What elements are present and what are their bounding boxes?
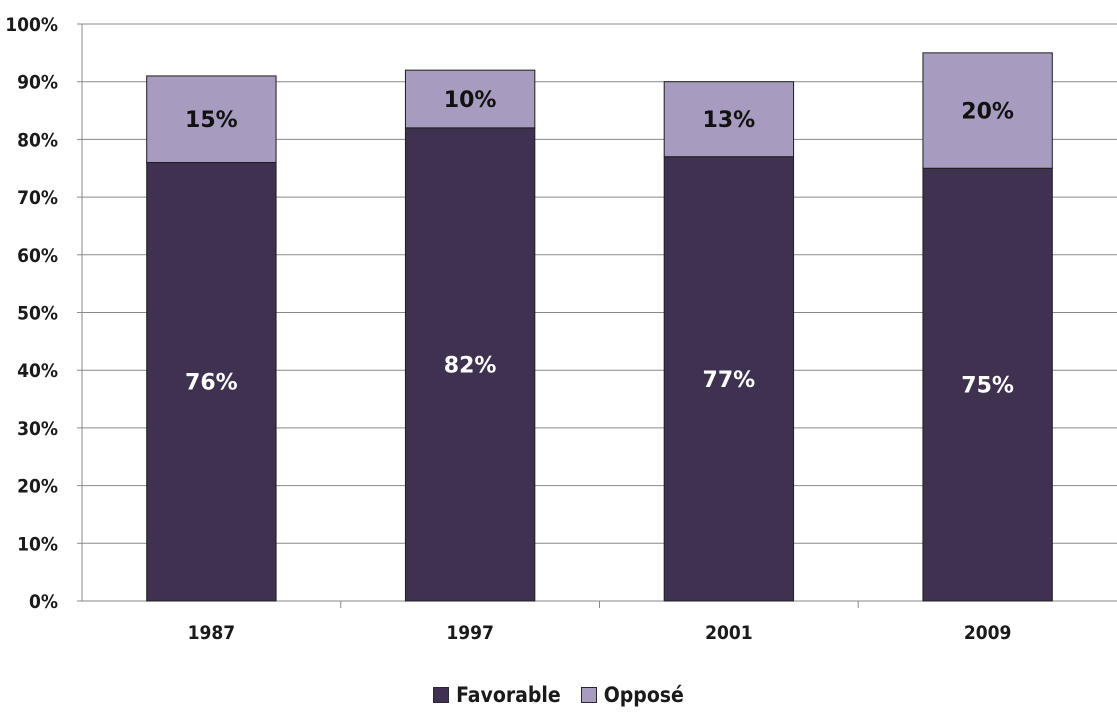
data-label-oppose-1987: 15% bbox=[185, 108, 238, 133]
bar-oppose-2009 bbox=[922, 52, 1053, 169]
legend-label-oppose: Opposé bbox=[603, 683, 684, 707]
chart-plot: 0% 10% 20% 30% 40% 50% 60% 70% 80% 90% 100% 76% 15% 1… bbox=[5, 14, 1117, 644]
data-label-favorable-2009: 75% bbox=[961, 374, 1014, 399]
data-label-oppose-2001: 13% bbox=[703, 108, 756, 133]
x-tick-label: 2001 bbox=[705, 622, 753, 644]
y-tick-label: 90% bbox=[17, 72, 58, 94]
legend: Favorable Opposé bbox=[0, 683, 1117, 707]
legend-swatch-oppose bbox=[580, 687, 597, 703]
y-tick-label: 30% bbox=[17, 418, 58, 440]
bar-oppose-1987 bbox=[146, 75, 277, 163]
y-tick-label: 20% bbox=[17, 476, 58, 498]
y-tick-label: 60% bbox=[17, 245, 58, 267]
bar-favorable-1987 bbox=[146, 161, 277, 602]
x-tick-label: 2009 bbox=[964, 622, 1012, 644]
legend-item-favorable: Favorable bbox=[433, 683, 561, 707]
y-tick-label: 0% bbox=[29, 591, 58, 613]
data-label-oppose-2009: 20% bbox=[961, 100, 1014, 125]
legend-item-oppose: Opposé bbox=[580, 683, 684, 707]
y-tick-label: 70% bbox=[17, 187, 58, 209]
x-tick-label: 1997 bbox=[446, 622, 494, 644]
bar-favorable-1997 bbox=[404, 127, 536, 602]
y-tick-label: 40% bbox=[17, 360, 58, 382]
bar-favorable-2001 bbox=[663, 156, 795, 602]
y-tick-label: 10% bbox=[17, 533, 58, 555]
bar-oppose-1997 bbox=[404, 69, 536, 129]
data-label-favorable-1997: 82% bbox=[444, 353, 497, 378]
y-tick-label: 100% bbox=[5, 14, 58, 36]
bar-favorable-2009 bbox=[922, 167, 1053, 602]
data-label-oppose-1997: 10% bbox=[444, 88, 497, 113]
data-label-favorable-1987: 76% bbox=[185, 371, 238, 396]
bar-oppose-2001 bbox=[663, 81, 795, 158]
x-tick-label: 1987 bbox=[188, 622, 236, 644]
legend-label-favorable: Favorable bbox=[456, 683, 561, 707]
data-label-favorable-2001: 77% bbox=[703, 368, 756, 393]
legend-swatch-favorable bbox=[433, 687, 450, 703]
y-tick-label: 80% bbox=[17, 129, 58, 151]
y-tick-label: 50% bbox=[17, 303, 58, 325]
